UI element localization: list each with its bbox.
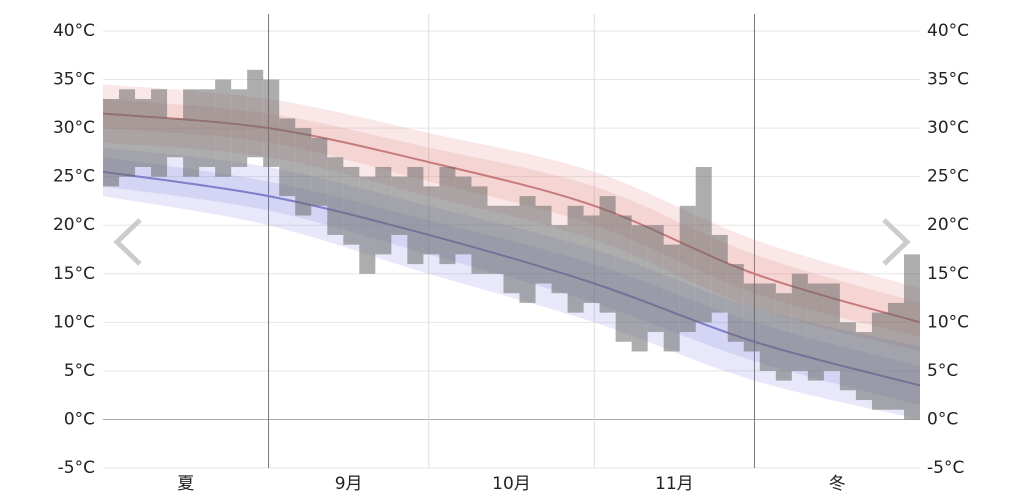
x-tick-label: 9月 bbox=[335, 474, 363, 494]
range-bar bbox=[519, 196, 536, 303]
y-tick-label: 30°C bbox=[53, 118, 95, 138]
range-bar bbox=[103, 98, 120, 187]
range-bar bbox=[423, 186, 440, 255]
range-bar bbox=[295, 128, 312, 216]
range-bar bbox=[855, 332, 872, 401]
range-bar bbox=[727, 264, 744, 342]
x-tick-label: 10月 bbox=[492, 474, 531, 494]
y-tick-label: 15°C bbox=[53, 264, 95, 284]
range-bar bbox=[791, 273, 808, 371]
range-bar bbox=[167, 118, 184, 158]
range-bar bbox=[775, 293, 792, 381]
range-bar bbox=[647, 225, 664, 333]
range-bar bbox=[839, 322, 856, 391]
range-bar bbox=[199, 89, 216, 167]
range-bar bbox=[247, 69, 264, 158]
y2-tick-label: -5°C bbox=[927, 458, 964, 478]
range-bar bbox=[263, 79, 280, 167]
y2-tick-label: 20°C bbox=[927, 215, 969, 235]
range-bar bbox=[695, 166, 712, 323]
range-bar bbox=[327, 157, 344, 235]
y2-tick-label: 0°C bbox=[927, 409, 958, 429]
y2-tick-label: 25°C bbox=[927, 167, 969, 187]
range-bar bbox=[679, 205, 696, 333]
y2-tick-label: 40°C bbox=[927, 21, 969, 41]
range-bar bbox=[887, 302, 904, 410]
range-bar bbox=[711, 234, 728, 313]
x-tick-label: 夏 bbox=[177, 474, 194, 494]
y-tick-label: 25°C bbox=[53, 167, 95, 187]
range-bar bbox=[487, 205, 504, 274]
y-tick-label: 40°C bbox=[53, 21, 95, 41]
range-bar bbox=[551, 225, 568, 294]
range-bar bbox=[615, 215, 632, 342]
range-bar bbox=[535, 205, 552, 284]
plot bbox=[102, 14, 921, 469]
y-tick-label: 0°C bbox=[64, 409, 95, 429]
range-bar bbox=[151, 89, 168, 177]
y-tick-label: 5°C bbox=[64, 361, 95, 381]
y-tick-label: 35°C bbox=[53, 70, 95, 90]
range-bar bbox=[455, 176, 472, 255]
range-bar bbox=[231, 89, 248, 167]
range-bar bbox=[359, 176, 376, 274]
y-tick-label: 10°C bbox=[53, 312, 95, 332]
range-bar bbox=[391, 176, 408, 235]
y2-tick-label: 10°C bbox=[927, 312, 969, 332]
range-bar bbox=[807, 283, 824, 381]
range-bar bbox=[903, 254, 920, 420]
range-bar bbox=[215, 79, 232, 177]
range-bar bbox=[119, 89, 136, 177]
range-bar bbox=[631, 225, 648, 352]
x-tick-label: 冬 bbox=[829, 474, 846, 494]
normal-band bbox=[103, 157, 920, 405]
y-tick-label: -5°C bbox=[58, 458, 95, 478]
range-bar bbox=[823, 283, 840, 371]
range-bar bbox=[343, 166, 360, 245]
range-bar bbox=[567, 205, 584, 313]
range-bar bbox=[599, 196, 616, 313]
y2-tick-label: 5°C bbox=[927, 361, 958, 381]
range-bar bbox=[663, 244, 680, 352]
y-tick-label: 20°C bbox=[53, 215, 95, 235]
range-bar bbox=[439, 166, 456, 265]
y2-tick-label: 35°C bbox=[927, 70, 969, 90]
prev-arrow[interactable] bbox=[113, 218, 142, 266]
range-bar bbox=[503, 205, 520, 294]
range-bar bbox=[759, 283, 776, 371]
range-bar bbox=[871, 312, 888, 410]
y2-tick-label: 15°C bbox=[927, 264, 969, 284]
range-bar bbox=[743, 283, 760, 352]
range-bar bbox=[375, 166, 392, 255]
y2-tick-label: 30°C bbox=[927, 118, 969, 138]
x-tick-label: 11月 bbox=[655, 474, 694, 494]
range-bar bbox=[135, 98, 152, 167]
range-bar bbox=[183, 89, 200, 177]
range-bar bbox=[583, 215, 600, 303]
range-bar bbox=[471, 186, 488, 274]
next-arrow[interactable] bbox=[882, 218, 911, 266]
range-bar bbox=[279, 118, 296, 197]
range-bar bbox=[407, 166, 424, 265]
range-bar bbox=[311, 137, 328, 206]
